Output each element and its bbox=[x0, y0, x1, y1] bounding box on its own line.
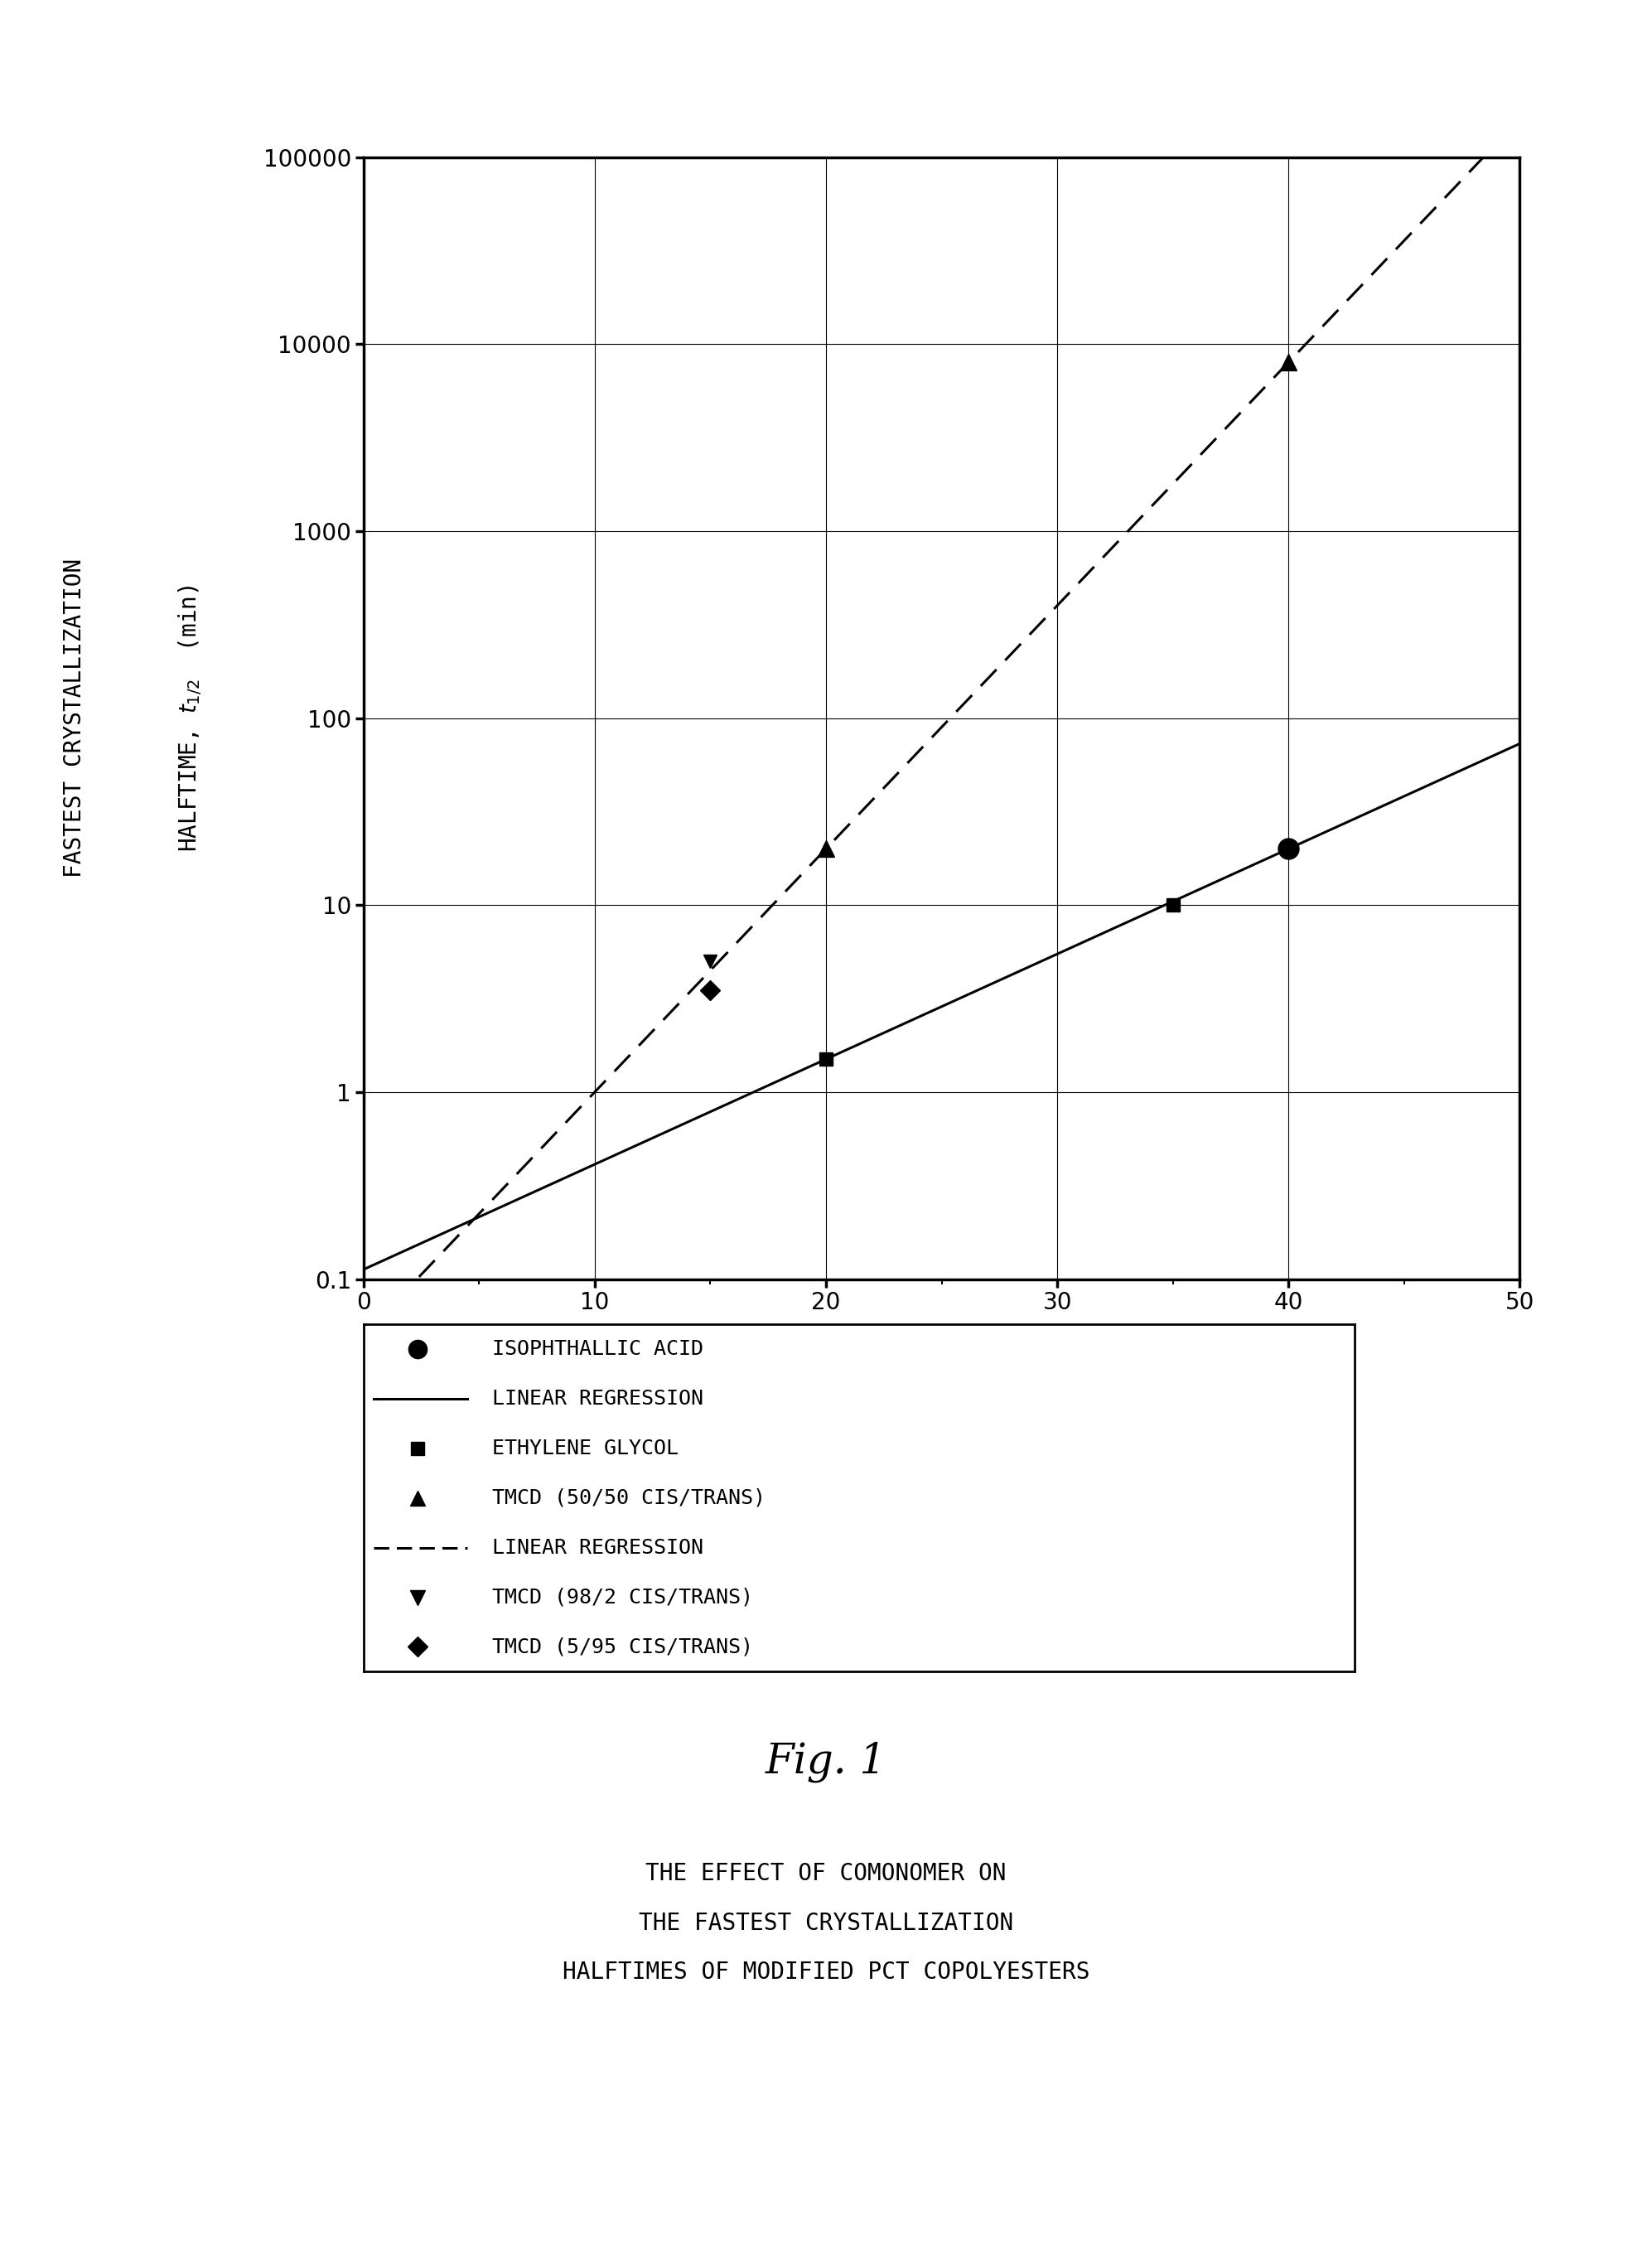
Text: TMCD (98/2 CIS/TRANS): TMCD (98/2 CIS/TRANS) bbox=[492, 1587, 753, 1607]
Text: TMCD (50/50 CIS/TRANS): TMCD (50/50 CIS/TRANS) bbox=[492, 1488, 765, 1508]
Text: THE FASTEST CRYSTALLIZATION: THE FASTEST CRYSTALLIZATION bbox=[639, 1912, 1013, 1934]
Text: LINEAR REGRESSION: LINEAR REGRESSION bbox=[492, 1389, 704, 1409]
Text: ISOPHTHALLIC ACID: ISOPHTHALLIC ACID bbox=[492, 1340, 704, 1360]
Text: TMCD (5/95 CIS/TRANS): TMCD (5/95 CIS/TRANS) bbox=[492, 1636, 753, 1656]
Text: HALFTIME, $t_{1/2}$  (min): HALFTIME, $t_{1/2}$ (min) bbox=[177, 583, 203, 853]
Text: FASTEST CRYSTALLIZATION: FASTEST CRYSTALLIZATION bbox=[63, 559, 86, 877]
Text: LINEAR REGRESSION: LINEAR REGRESSION bbox=[492, 1537, 704, 1557]
Text: HALFTIMES OF MODIFIED PCT COPOLYESTERS: HALFTIMES OF MODIFIED PCT COPOLYESTERS bbox=[562, 1961, 1090, 1984]
Text: Fig. 1: Fig. 1 bbox=[765, 1741, 887, 1782]
Text: ETHYLENE GLYCOL: ETHYLENE GLYCOL bbox=[492, 1438, 679, 1459]
Text: THE EFFECT OF COMONOMER ON: THE EFFECT OF COMONOMER ON bbox=[646, 1863, 1006, 1885]
X-axis label: MOL% COMONOMER: MOL% COMONOMER bbox=[824, 1333, 1059, 1360]
